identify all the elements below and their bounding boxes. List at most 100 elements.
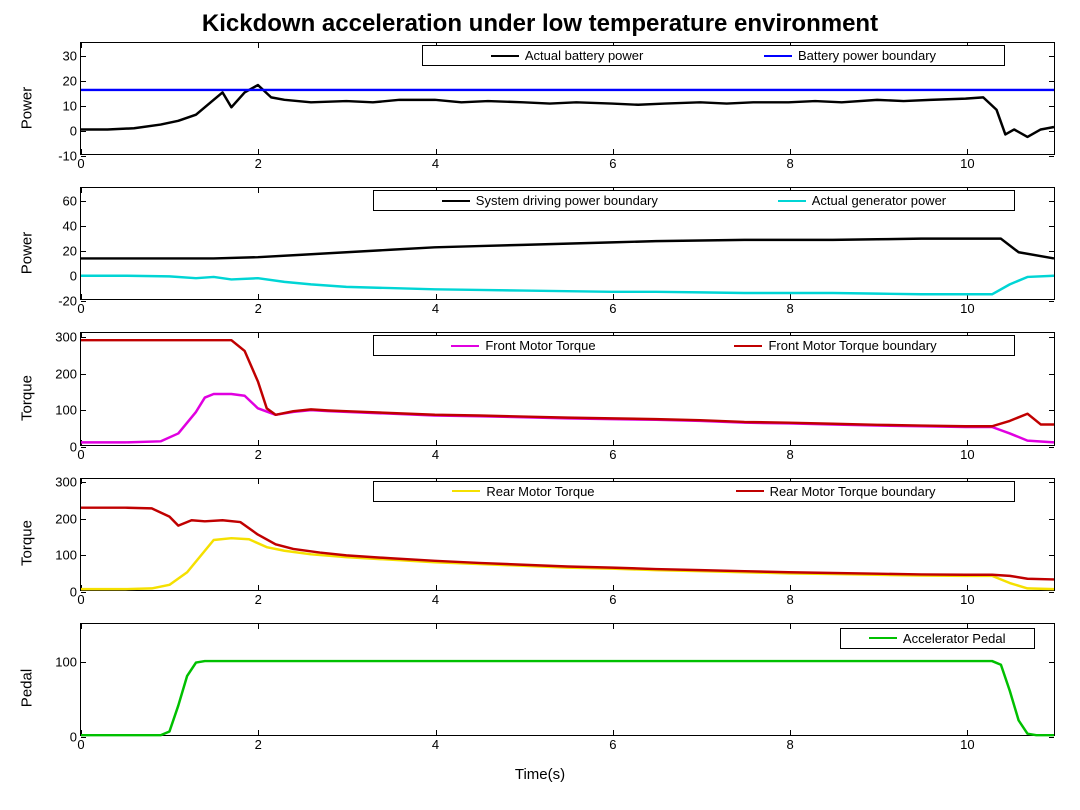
legend-label: Accelerator Pedal (903, 631, 1006, 646)
xtick-label: 0 (77, 299, 84, 316)
series-line-0 (81, 538, 1054, 589)
xtick-label: 8 (786, 735, 793, 752)
xtick-label: 2 (255, 299, 262, 316)
ytick-label: 20 (63, 244, 81, 259)
ytick-label: 300 (55, 330, 81, 345)
ytick-label: 100 (55, 403, 81, 418)
ytick-label: 100 (55, 548, 81, 563)
ytick-label: 100 (55, 654, 81, 669)
xtick-label: 6 (609, 154, 616, 171)
legend-label: Front Motor Torque boundary (768, 338, 936, 353)
ytick-mark (1049, 301, 1054, 302)
xtick-label: 8 (786, 590, 793, 607)
figure: Kickdown acceleration under low temperat… (0, 0, 1080, 810)
ytick-label: 200 (55, 366, 81, 381)
panel-3: Torque 01002003000246810Rear Motor Torque… (15, 474, 1065, 613)
xtick-label: 4 (432, 590, 439, 607)
xtick-label: 10 (960, 154, 974, 171)
legend: Accelerator Pedal (840, 628, 1035, 649)
xtick-label: 4 (432, 299, 439, 316)
legend-item: System driving power boundary (442, 193, 658, 208)
plot-area: -2002040600246810System driving power bo… (80, 187, 1055, 300)
xtick-label: 0 (77, 735, 84, 752)
legend-item: Rear Motor Torque boundary (736, 484, 936, 499)
ytick-label: 20 (63, 73, 81, 88)
legend-label: Rear Motor Torque boundary (770, 484, 936, 499)
series-line-1 (81, 276, 1054, 295)
xtick-label: 2 (255, 590, 262, 607)
xtick-label: 2 (255, 154, 262, 171)
xtick-label: 0 (77, 154, 84, 171)
plot-area: 01002003000246810Rear Motor TorqueRear M… (80, 478, 1055, 591)
legend: Actual battery power Battery power bounda… (422, 45, 1006, 66)
legend-item: Actual generator power (778, 193, 946, 208)
legend-label: Actual generator power (812, 193, 946, 208)
legend-item: Battery power boundary (764, 48, 936, 63)
series-line-0 (81, 661, 1054, 735)
legend-label: Front Motor Torque (485, 338, 595, 353)
ytick-mark (1049, 592, 1054, 593)
xtick-label: 10 (960, 299, 974, 316)
xtick-label: 6 (609, 735, 616, 752)
legend: Front Motor Torque Front Motor Torque bou… (373, 335, 1015, 356)
ylabel: Pedal (19, 669, 36, 707)
ytick-mark (1049, 447, 1054, 448)
legend-item: Rear Motor Torque (452, 484, 594, 499)
panel-2: Torque 01002003000246810Front Motor Torqu… (15, 328, 1065, 467)
panel-4: Pedal 01000246810Accelerator Pedal (15, 619, 1065, 758)
legend: System driving power boundary Actual gene… (373, 190, 1015, 211)
series-line-0 (81, 85, 1054, 137)
ytick-mark (1049, 737, 1054, 738)
xtick-label: 0 (77, 445, 84, 462)
legend-item: Actual battery power (491, 48, 644, 63)
plot-area: 01000246810Accelerator Pedal (80, 623, 1055, 736)
xtick-label: 4 (432, 445, 439, 462)
xtick-label: 8 (786, 299, 793, 316)
ylabel: Torque (19, 520, 36, 566)
ytick-label: 30 (63, 48, 81, 63)
legend-swatch (734, 345, 762, 347)
ytick-label: 200 (55, 511, 81, 526)
ylabel: Power (19, 232, 36, 275)
legend-swatch (451, 345, 479, 347)
xtick-label: 6 (609, 590, 616, 607)
ytick-label: 300 (55, 475, 81, 490)
plot-area: 01002003000246810Front Motor TorqueFront… (80, 332, 1055, 445)
panel-1: Power -2002040600246810System driving pow… (15, 183, 1065, 322)
xtick-label: 0 (77, 590, 84, 607)
ytick-label: 0 (70, 269, 81, 284)
xtick-label: 6 (609, 445, 616, 462)
ytick-label: 10 (63, 98, 81, 113)
legend-swatch (764, 55, 792, 57)
legend-swatch (442, 200, 470, 202)
legend-swatch (736, 490, 764, 492)
panel-0: Power-1001020300246810Actual battery pow… (15, 38, 1065, 177)
legend-label: Rear Motor Torque (486, 484, 594, 499)
xtick-label: 8 (786, 154, 793, 171)
xtick-label: 2 (255, 445, 262, 462)
legend-item: Front Motor Torque boundary (734, 338, 936, 353)
series-line-0 (81, 239, 1054, 259)
xtick-label: 10 (960, 445, 974, 462)
legend: Rear Motor Torque Rear Motor Torque bound… (373, 481, 1015, 502)
legend-swatch (452, 490, 480, 492)
legend-item: Accelerator Pedal (869, 631, 1006, 646)
ytick-mark (1049, 156, 1054, 157)
legend-label: Actual battery power (525, 48, 644, 63)
legend-swatch (869, 637, 897, 639)
legend-label: System driving power boundary (476, 193, 658, 208)
xtick-label: 8 (786, 445, 793, 462)
ytick-label: 0 (70, 124, 81, 139)
xtick-label: 4 (432, 735, 439, 752)
xtick-label: 10 (960, 590, 974, 607)
figure-title: Kickdown acceleration under low temperat… (15, 10, 1065, 38)
ylabel: Power (19, 86, 36, 129)
xtick-label: 6 (609, 299, 616, 316)
xlabel: Time(s) (15, 766, 1065, 783)
xtick-label: 10 (960, 735, 974, 752)
xtick-label: 4 (432, 154, 439, 171)
legend-swatch (778, 200, 806, 202)
legend-label: Battery power boundary (798, 48, 936, 63)
ylabel: Torque (19, 375, 36, 421)
xtick-label: 2 (255, 735, 262, 752)
